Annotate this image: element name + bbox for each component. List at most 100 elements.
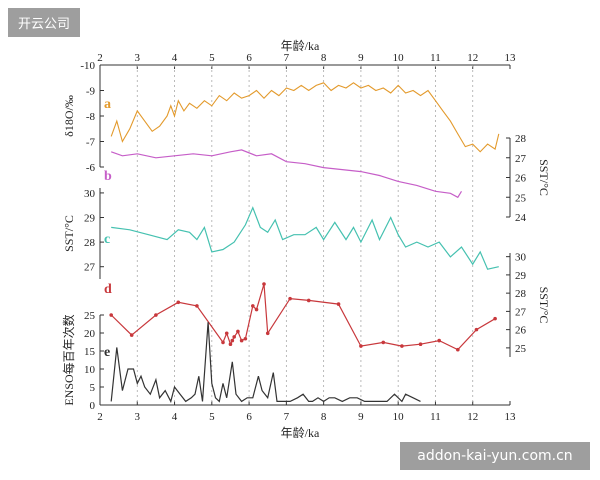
panel-label-c: c	[104, 232, 110, 247]
bottom-x-tick-label: 11	[430, 411, 441, 423]
panel-c: 27 28 29 30 SST/°C c	[62, 188, 499, 279]
series-point-d	[176, 300, 180, 304]
series-point-d	[266, 331, 270, 335]
panel-c-y-tick-label: 28	[84, 237, 96, 249]
series-point-d	[381, 341, 385, 345]
series-point-d	[337, 302, 341, 306]
bottom-x-tick-label: 3	[135, 411, 141, 423]
series-point-d	[419, 342, 423, 346]
series-point-d	[225, 331, 229, 335]
bottom-x-tick-label: 5	[209, 411, 215, 423]
top-x-tick-label: 3	[135, 52, 141, 64]
panel-label-d: d	[104, 282, 112, 297]
series-line-d	[111, 284, 495, 350]
bottom-x-tick-label: 9	[358, 411, 364, 423]
top-x-tick-label: 6	[246, 52, 252, 64]
panel-label-b: b	[104, 169, 112, 184]
top-x-tick-label: 11	[430, 52, 441, 64]
panel-a-y-tick-label: -8	[86, 111, 96, 123]
top-x-tick-label: 10	[393, 52, 405, 64]
panel-a-y-tick-label: -7	[86, 137, 96, 149]
panel-b-y-tick-label: 28	[515, 133, 527, 145]
top-x-tick-label: 5	[209, 52, 215, 64]
series-point-d	[288, 297, 292, 301]
panel-e: 0 5 10 15 20 25 ENSO每百年次数 e	[61, 310, 421, 412]
top-x-tick-label: 2	[97, 52, 103, 64]
top-x-axis-label: 年龄/ka	[281, 39, 320, 53]
series-point-d	[221, 341, 225, 345]
panel-a-y-tick-label: -6	[86, 162, 96, 174]
panel-e-y-tick-label: 15	[84, 346, 96, 358]
panel-b-y-axis-title: SST/°C	[537, 159, 551, 196]
panel-c-y-axis-title: SST/°C	[62, 215, 76, 252]
panel-d: 25 26 27 28 29 30 SST/°C d	[104, 252, 551, 357]
series-point-d	[154, 313, 158, 317]
series-line-c	[111, 208, 499, 270]
panel-a-y-tick-label: -9	[86, 86, 96, 98]
series-point-d	[400, 344, 404, 348]
bottom-x-tick-label: 6	[246, 411, 252, 423]
panel-label-e: e	[104, 345, 110, 360]
panel-e-y-tick-label: 0	[90, 400, 96, 412]
top-x-axis: 2 3 4 5 6 7 8 9 10 11 12 13	[97, 52, 516, 69]
panel-e-y-tick-label: 25	[84, 310, 96, 322]
series-line-e	[111, 322, 420, 401]
series-point-d	[195, 304, 199, 308]
bottom-x-axis: 2 3 4 5 6 7 8 9 10 11 12 13	[97, 401, 516, 423]
top-x-tick-label: 13	[505, 52, 517, 64]
panel-e-y-tick-label: 20	[84, 328, 96, 340]
panel-d-y-tick-label: 25	[515, 343, 527, 355]
bottom-x-tick-label: 8	[321, 411, 327, 423]
series-point-d	[262, 282, 266, 286]
bottom-x-tick-label: 4	[172, 411, 178, 423]
chart-panels: -10-9-8-7-6δ18O/‰ a2425262728SST/°Cb27282…	[61, 60, 551, 412]
panel-c-y-tick-label: 30	[84, 188, 96, 200]
top-x-tick-label: 12	[467, 52, 478, 64]
panel-d-y-tick-label: 30	[515, 252, 527, 264]
series-point-d	[307, 299, 311, 303]
watermark-top-left: 开云公司	[8, 8, 80, 37]
series-point-d	[130, 333, 134, 337]
bottom-x-tick-label: 13	[505, 411, 517, 423]
panel-b-y-tick-label: 26	[515, 173, 527, 185]
series-point-d	[475, 328, 479, 332]
series-point-d	[493, 317, 497, 321]
panel-d-y-axis-title: SST/°C	[537, 287, 551, 324]
bottom-x-tick-label: 7	[284, 411, 290, 423]
bottom-x-tick-label: 2	[97, 411, 103, 423]
top-x-tick-label: 9	[358, 52, 364, 64]
panel-c-y-tick-label: 29	[84, 213, 96, 225]
panel-c-y-tick-label: 27	[84, 262, 96, 274]
panel-b-y-tick-label: 27	[515, 153, 527, 165]
series-point-d	[456, 348, 460, 352]
bottom-x-axis-label: 年龄/ka	[281, 426, 320, 440]
panel-b: 24 25 26 27 28 SST/°C b	[104, 133, 551, 224]
bottom-x-tick-label: 12	[467, 411, 478, 423]
panel-d-y-tick-label: 26	[515, 325, 527, 337]
top-x-tick-label: 8	[321, 52, 327, 64]
series-point-d	[359, 344, 363, 348]
panel-e-y-tick-label: 10	[84, 364, 96, 376]
watermark-bottom-right: addon-kai-yun.com.cn	[400, 442, 590, 470]
panel-a-y-tick-label: -10	[80, 60, 95, 72]
series-point-d	[232, 335, 236, 339]
series-point-d	[236, 330, 240, 334]
panel-d-y-tick-label: 29	[515, 270, 527, 282]
panel-d-y-tick-label: 28	[515, 288, 527, 300]
panel-b-y-tick-label: 25	[515, 192, 527, 204]
series-point-d	[244, 337, 248, 341]
series-line-a	[111, 83, 499, 152]
series-point-d	[251, 304, 255, 308]
panel-e-y-tick-label: 5	[90, 382, 96, 394]
series-point-d	[255, 308, 259, 312]
panel-b-y-tick-label: 24	[515, 212, 527, 224]
series-point-d	[231, 339, 235, 343]
series-point-d	[437, 339, 441, 343]
panel-a-y-axis-title: δ18O/‰	[62, 95, 76, 137]
top-x-tick-label: 4	[172, 52, 178, 64]
top-x-tick-label: 7	[284, 52, 290, 64]
panel-d-y-tick-label: 27	[515, 306, 527, 318]
series-point-d	[240, 339, 244, 343]
series-point-d	[109, 313, 113, 317]
